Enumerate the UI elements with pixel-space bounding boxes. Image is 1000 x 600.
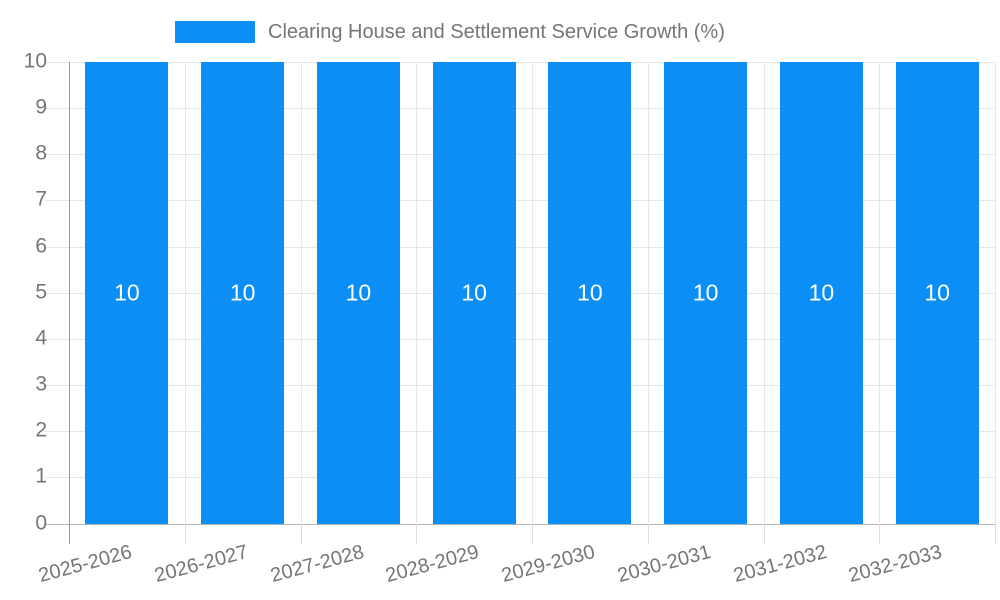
gridline-vertical [647, 62, 649, 524]
bar-value-label: 10 [345, 279, 372, 306]
bar-value-label: 10 [924, 279, 950, 306]
chart-title: Clearing House and Settlement Service Gr… [268, 21, 725, 43]
x-axis-tick [300, 523, 302, 544]
gridline-horizontal [45, 108, 995, 110]
legend-swatch [175, 21, 255, 43]
y-axis-tick-label: 8 [35, 141, 47, 165]
x-axis-tick [995, 523, 996, 544]
x-axis-label: 2029-2030 [499, 541, 598, 588]
gridline-vertical [184, 62, 186, 524]
bar [548, 62, 632, 524]
x-axis-tick [532, 523, 533, 544]
gridline-horizontal [45, 200, 995, 202]
y-axis-tick-label: 5 [35, 280, 47, 304]
y-axis-line [69, 62, 70, 544]
x-axis-tick [647, 523, 649, 544]
bar-value-label: 10 [114, 279, 140, 306]
gridline-vertical [300, 62, 302, 524]
bar-value-label: 10 [577, 279, 603, 306]
chart-legend: Clearing House and Settlement Service Gr… [175, 21, 725, 43]
x-axis-label: 2030-2031 [615, 541, 714, 588]
gridline-horizontal [45, 477, 995, 479]
gridline-horizontal [45, 154, 995, 156]
bar [85, 62, 169, 524]
gridline-horizontal [45, 62, 995, 63]
x-axis-label: 2025-2026 [36, 541, 135, 588]
gridline-horizontal [45, 338, 995, 340]
x-axis-label: 2026-2027 [152, 541, 251, 588]
gridline-vertical [995, 62, 996, 524]
bar [316, 62, 400, 524]
x-axis-label: 2028-2029 [383, 541, 482, 588]
y-axis-tick-label: 6 [35, 234, 47, 258]
x-axis-line [45, 523, 995, 525]
y-axis-tick-label: 1 [35, 464, 47, 488]
x-axis-tick [763, 523, 765, 544]
gridline-horizontal [45, 431, 995, 433]
x-axis-label: 2027-2028 [267, 541, 367, 588]
y-axis-tick-label: 10 [23, 49, 47, 73]
y-axis-tick-label: 3 [35, 372, 47, 396]
bar-value-label: 10 [808, 279, 835, 306]
x-axis-tick [416, 523, 418, 544]
bar [201, 62, 285, 524]
y-axis-tick-label: 0 [35, 511, 47, 535]
y-axis-tick-label: 7 [35, 187, 47, 211]
gridline-vertical [763, 62, 765, 524]
gridline-horizontal [45, 292, 995, 294]
bar-value-label: 10 [692, 279, 719, 306]
y-axis-tick-label: 4 [35, 326, 47, 350]
bar [779, 62, 863, 524]
x-axis-label: 2032-2033 [846, 541, 945, 588]
bar-value-label: 10 [461, 279, 487, 306]
gridline-vertical [416, 62, 418, 524]
x-axis-label: 2031-2032 [730, 541, 830, 588]
bar [895, 62, 979, 524]
gridline-horizontal [45, 385, 995, 387]
gridline-vertical [532, 62, 533, 524]
y-axis-tick-label: 9 [35, 95, 47, 119]
x-axis-tick [879, 523, 881, 544]
gridline-vertical [879, 62, 881, 524]
bar [664, 62, 748, 524]
y-axis-tick-label: 2 [35, 418, 47, 442]
x-axis-tick [184, 523, 186, 544]
gridline-horizontal [45, 246, 995, 248]
bar-value-label: 10 [229, 279, 256, 306]
bar [432, 62, 516, 524]
